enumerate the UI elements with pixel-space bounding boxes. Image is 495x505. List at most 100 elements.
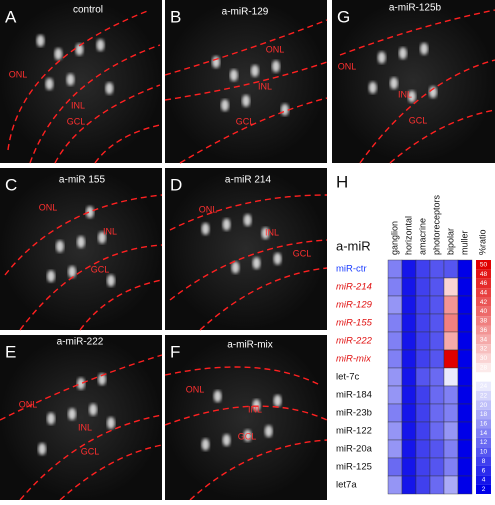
cell	[273, 394, 282, 407]
micrograph	[165, 335, 327, 500]
colorbar-swatch	[476, 465, 491, 476]
colorbar-label: 20	[480, 402, 488, 409]
cell	[106, 417, 115, 430]
heat-cell	[401, 277, 417, 297]
colorbar-label: 42	[480, 299, 488, 306]
heat-cell	[457, 349, 473, 369]
heat-cell	[443, 295, 459, 315]
heat-cell	[443, 313, 459, 333]
heat-cell	[401, 457, 417, 477]
panel-title: a-miR 155	[59, 175, 106, 186]
cell	[75, 43, 84, 56]
colorbar-swatch	[476, 484, 491, 494]
layer-boundary	[359, 59, 495, 164]
colorbar-swatch	[476, 325, 491, 335]
heat-cell	[401, 475, 417, 495]
colorbar-label: 16	[480, 421, 488, 428]
cell	[398, 47, 407, 60]
cell	[66, 73, 75, 86]
cell	[105, 82, 114, 95]
colorbar-swatch	[476, 475, 491, 485]
panel-title: a-miR 214	[225, 175, 272, 186]
colorbar-swatch	[476, 260, 491, 270]
colorbar-swatch	[476, 409, 491, 420]
cell	[68, 265, 77, 278]
colorbar-swatch	[476, 381, 491, 392]
row-label: miR-184	[336, 390, 372, 401]
colorbar-label: 46	[480, 280, 488, 287]
heat-cell	[415, 403, 431, 423]
cell	[38, 443, 47, 456]
cell	[85, 206, 94, 219]
heat-cell	[415, 331, 431, 351]
cell	[89, 403, 98, 416]
cell	[36, 34, 45, 47]
column-label: ganglion	[389, 221, 399, 255]
colorbar-label: 38	[480, 318, 488, 325]
panel-letter: H	[336, 172, 348, 191]
heat-cell	[415, 475, 431, 495]
colorbar-label: 6	[482, 467, 486, 474]
heat-cell	[387, 295, 403, 315]
heat-cell	[429, 349, 445, 369]
layer-boundary	[389, 109, 495, 164]
cell	[47, 270, 56, 283]
heat-cell	[387, 421, 403, 441]
layer-boundary	[0, 354, 163, 421]
colorbar-swatch	[476, 316, 491, 326]
colorbar-label: 24	[480, 383, 488, 390]
layer-boundary	[59, 444, 163, 501]
cell	[252, 257, 261, 270]
heat-cell	[415, 349, 431, 369]
panel-title: a-miR-129	[222, 7, 269, 18]
heat-cell	[429, 313, 445, 333]
heat-cell	[429, 439, 445, 459]
colorbar-label: 48	[480, 271, 488, 278]
panel-title: a-miR-222	[57, 337, 104, 348]
colorbar-swatch	[476, 372, 491, 382]
heat-cell	[387, 367, 403, 387]
colorbar-label: 50	[480, 261, 488, 268]
heat-cell	[457, 277, 473, 297]
colorbar-swatch	[476, 447, 491, 457]
panel-title: control	[73, 5, 103, 16]
heat-cell	[415, 457, 431, 477]
cell	[261, 227, 270, 240]
heat-cell	[401, 313, 417, 333]
colorbar-swatch	[476, 344, 491, 354]
layer-label: ONL	[9, 69, 28, 79]
row-label: let7a	[336, 480, 357, 491]
layer-label: ONL	[186, 384, 205, 394]
heat-cell	[401, 439, 417, 459]
heat-cell	[415, 259, 431, 279]
layer-label: GCL	[91, 264, 110, 274]
heat-cell	[429, 385, 445, 405]
layer-boundary	[179, 97, 328, 164]
cell	[98, 231, 107, 244]
heat-cell	[387, 349, 403, 369]
heat-cell	[457, 475, 473, 495]
panel-title: a-miR-125b	[389, 3, 442, 14]
cell	[54, 47, 63, 60]
layer-boundary	[19, 244, 163, 331]
colorbar-label: 4	[482, 477, 486, 484]
heat-cell	[387, 457, 403, 477]
cell	[222, 434, 231, 447]
heat-cell	[457, 457, 473, 477]
layer-boundary	[19, 414, 163, 501]
panel-letter: G	[337, 7, 350, 26]
heat-cell	[443, 439, 459, 459]
cell	[201, 438, 210, 451]
layer-boundary	[164, 366, 321, 386]
colorbar-label: 40	[480, 308, 488, 315]
layer-boundary	[164, 61, 328, 101]
cell	[55, 240, 64, 253]
colorbar-swatch	[476, 437, 491, 448]
cell	[77, 377, 85, 390]
column-label: bipolar	[445, 228, 455, 255]
row-label: miR-20a	[336, 444, 373, 455]
heat-cell	[443, 457, 459, 477]
column-label: amacrine	[417, 218, 427, 255]
